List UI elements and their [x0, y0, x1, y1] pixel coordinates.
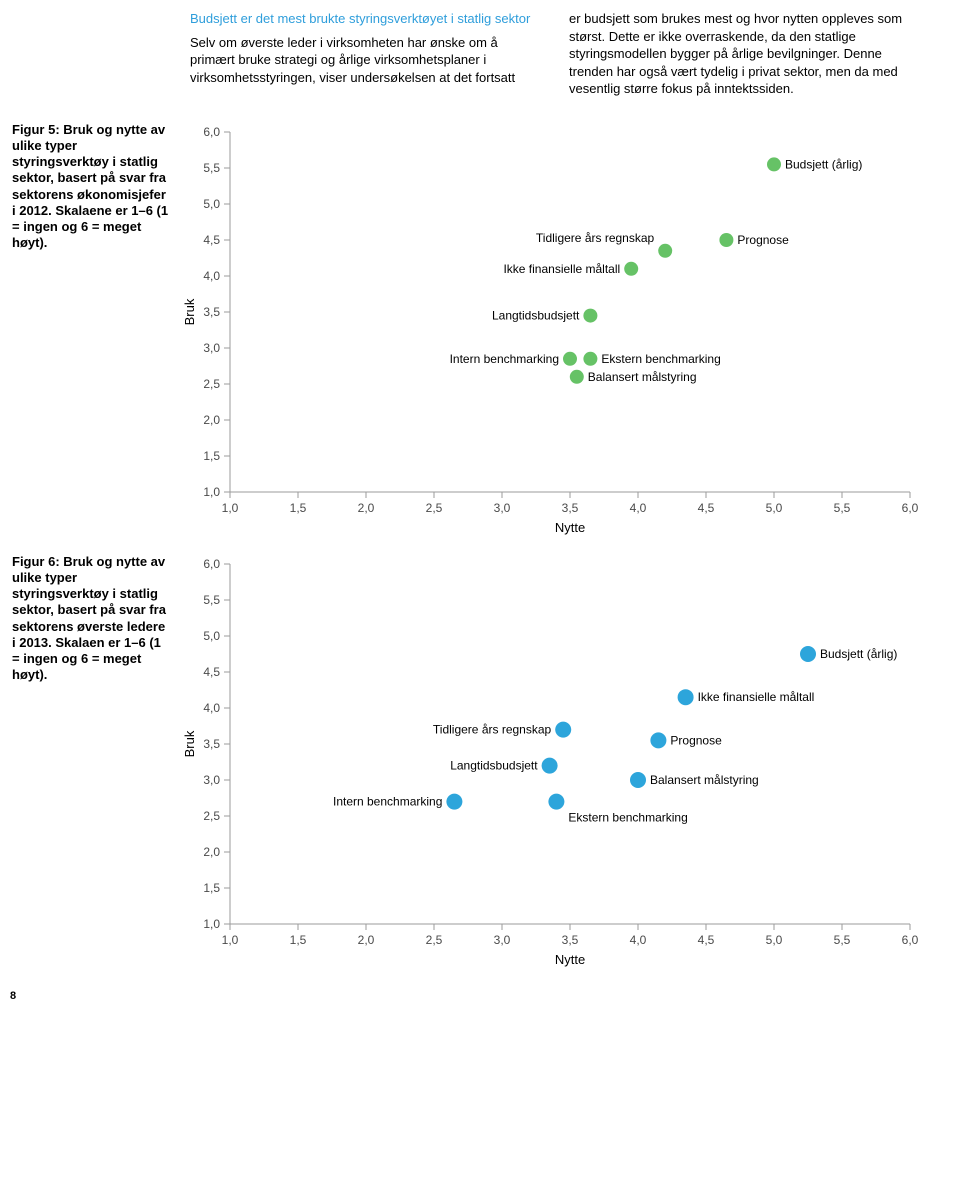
svg-text:1,0: 1,0	[203, 485, 220, 499]
svg-text:5,0: 5,0	[766, 933, 783, 947]
svg-text:3,0: 3,0	[203, 773, 220, 787]
svg-text:4,5: 4,5	[698, 933, 715, 947]
svg-text:1,5: 1,5	[203, 881, 220, 895]
svg-text:Ekstern benchmarking: Ekstern benchmarking	[568, 810, 687, 824]
intro-para-1: Selv om øverste leder i virksomheten har…	[190, 34, 541, 87]
svg-text:Budsjett (årlig): Budsjett (årlig)	[820, 647, 897, 661]
svg-text:Bruk: Bruk	[182, 298, 197, 325]
svg-text:4,0: 4,0	[203, 701, 220, 715]
svg-text:2,0: 2,0	[203, 845, 220, 859]
svg-text:3,5: 3,5	[203, 737, 220, 751]
figure-5-caption: Figur 5: Bruk og nytte av ulike typer st…	[12, 122, 180, 542]
svg-text:Budsjett (årlig): Budsjett (årlig)	[785, 157, 862, 171]
svg-text:Intern benchmarking: Intern benchmarking	[333, 794, 442, 808]
svg-text:1,5: 1,5	[203, 449, 220, 463]
svg-text:2,5: 2,5	[203, 377, 220, 391]
svg-text:3,5: 3,5	[562, 933, 579, 947]
svg-text:2,0: 2,0	[358, 933, 375, 947]
svg-text:1,0: 1,0	[203, 917, 220, 931]
svg-text:5,5: 5,5	[203, 161, 220, 175]
svg-text:Bruk: Bruk	[182, 730, 197, 757]
svg-text:4,0: 4,0	[630, 501, 647, 515]
svg-text:Langtidsbudsjett: Langtidsbudsjett	[492, 308, 580, 322]
svg-text:4,5: 4,5	[698, 501, 715, 515]
svg-text:2,5: 2,5	[426, 501, 443, 515]
svg-text:3,0: 3,0	[203, 341, 220, 355]
intro-col-2: er budsjett som brukes mest og hvor nytt…	[569, 10, 920, 98]
figure-6-chart: 1,0 1,5 2,0 2,5 3,0 3,5 4,0 4,5 5,0 5,5 6,0 1,0 1,5 2…	[180, 554, 920, 974]
svg-text:5,0: 5,0	[203, 629, 220, 643]
svg-text:Langtidsbudsjett: Langtidsbudsjett	[450, 758, 538, 772]
svg-text:1,5: 1,5	[290, 933, 307, 947]
svg-text:4,0: 4,0	[203, 269, 220, 283]
svg-text:Prognose: Prognose	[737, 233, 789, 247]
svg-text:Nytte: Nytte	[555, 520, 585, 535]
svg-text:Balansert målstyring: Balansert målstyring	[650, 773, 759, 787]
intro-heading: Budsjett er det mest brukte styringsverk…	[190, 10, 541, 28]
page-number: 8	[0, 982, 960, 1008]
svg-text:6,0: 6,0	[902, 933, 919, 947]
svg-text:Prognose: Prognose	[670, 733, 722, 747]
svg-text:Tidligere års regnskap: Tidligere års regnskap	[433, 722, 552, 736]
intro-para-2: er budsjett som brukes mest og hvor nytt…	[569, 10, 920, 98]
svg-text:3,0: 3,0	[494, 933, 511, 947]
svg-text:3,5: 3,5	[203, 305, 220, 319]
svg-text:1,0: 1,0	[222, 501, 239, 515]
svg-text:1,5: 1,5	[290, 501, 307, 515]
figure-6-caption: Figur 6: Bruk og nytte av ulike typer st…	[12, 554, 180, 974]
svg-text:2,0: 2,0	[203, 413, 220, 427]
svg-text:Tidligere års regnskap: Tidligere års regnskap	[536, 231, 655, 245]
svg-text:2,0: 2,0	[358, 501, 375, 515]
svg-text:4,5: 4,5	[203, 665, 220, 679]
svg-text:Ikke finansielle måltall: Ikke finansielle måltall	[503, 262, 620, 276]
svg-text:1,0: 1,0	[222, 933, 239, 947]
svg-text:6,0: 6,0	[203, 125, 220, 139]
intro-text-block: Budsjett er det mest brukte styringsverk…	[0, 0, 960, 118]
intro-col-1: Budsjett er det mest brukte styringsverk…	[190, 10, 541, 98]
svg-text:5,0: 5,0	[203, 197, 220, 211]
svg-text:3,0: 3,0	[494, 501, 511, 515]
figure-6: Figur 6: Bruk og nytte av ulike typer st…	[0, 550, 960, 982]
svg-text:6,0: 6,0	[203, 557, 220, 571]
svg-text:Balansert målstyring: Balansert målstyring	[588, 370, 697, 384]
svg-text:4,0: 4,0	[630, 933, 647, 947]
svg-text:3,5: 3,5	[562, 501, 579, 515]
svg-text:4,5: 4,5	[203, 233, 220, 247]
svg-text:2,5: 2,5	[203, 809, 220, 823]
svg-text:2,5: 2,5	[426, 933, 443, 947]
svg-text:Ekstern benchmarking: Ekstern benchmarking	[601, 352, 720, 366]
figure-5-chart: 1,0 1,5 2,0 2,5 3,0 3,5 4,0 4,5 5,0 5,5 6,0 1,0 1,5 2…	[180, 122, 920, 542]
figure-5: Figur 5: Bruk og nytte av ulike typer st…	[0, 118, 960, 550]
svg-text:Ikke finansielle måltall: Ikke finansielle måltall	[698, 690, 815, 704]
svg-text:5,0: 5,0	[766, 501, 783, 515]
svg-text:5,5: 5,5	[834, 501, 851, 515]
svg-text:Intern benchmarking: Intern benchmarking	[450, 352, 559, 366]
svg-text:6,0: 6,0	[902, 501, 919, 515]
svg-text:5,5: 5,5	[203, 593, 220, 607]
svg-text:Nytte: Nytte	[555, 952, 585, 967]
svg-text:5,5: 5,5	[834, 933, 851, 947]
